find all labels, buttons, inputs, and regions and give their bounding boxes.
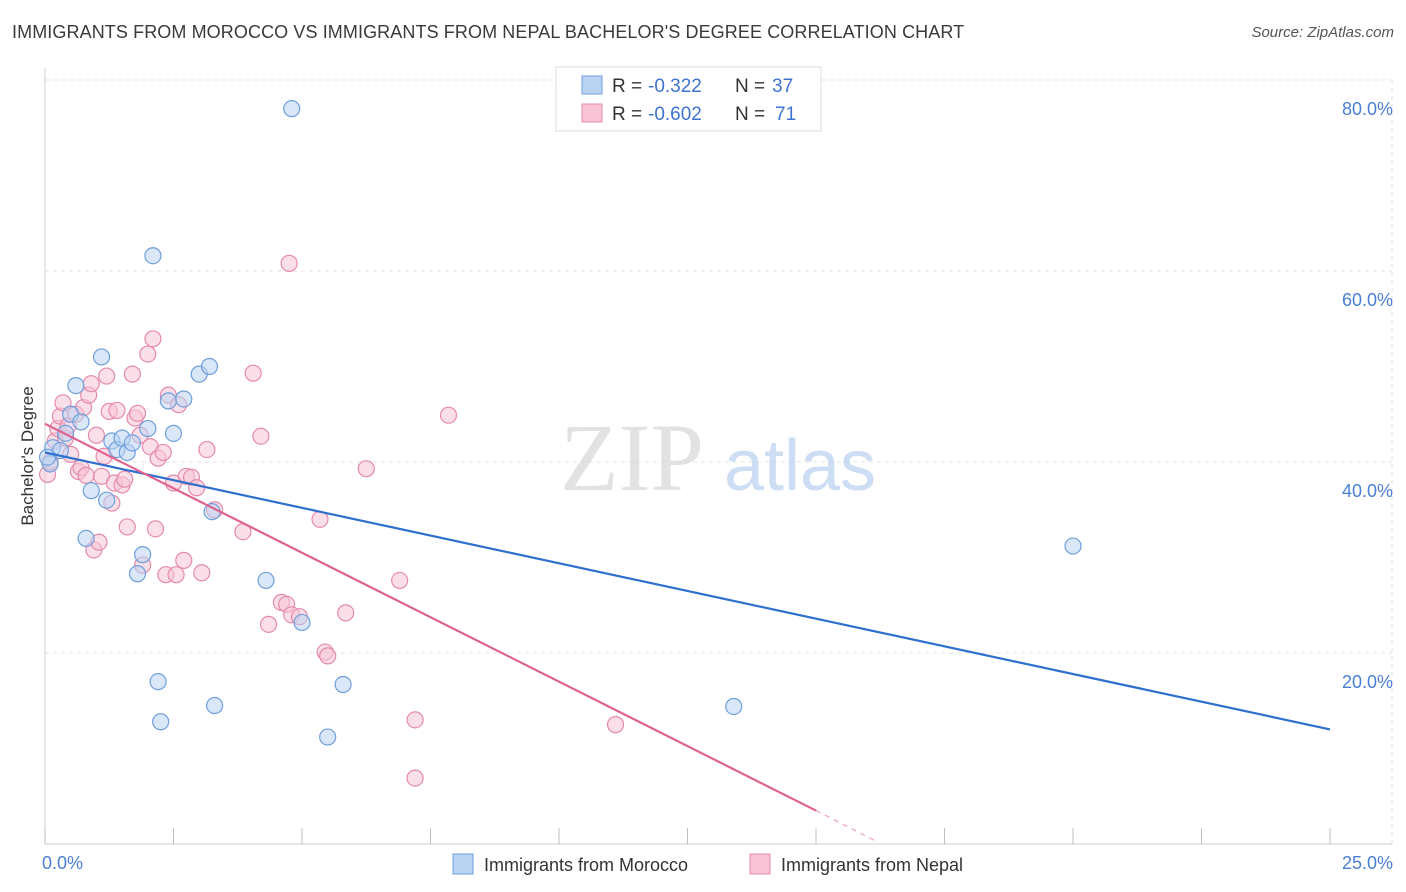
y-axis-label: Bachelor's Degree [18, 386, 37, 525]
x-tick-label-max: 25.0% [1342, 853, 1393, 873]
nepal-point[interactable] [146, 520, 165, 538]
x-tick-label-min: 0.0% [42, 853, 83, 873]
morocco-trend-line [44, 451, 1331, 731]
nepal-point[interactable] [82, 375, 100, 393]
nepal-point[interactable] [108, 401, 126, 420]
nepal-point[interactable] [77, 466, 95, 484]
nepal-point[interactable] [259, 615, 278, 633]
nepal-point[interactable] [337, 604, 355, 622]
morocco-point[interactable] [149, 673, 167, 691]
legend-nepal-label[interactable]: Immigrants from Nepal [781, 855, 963, 875]
grid-layer [45, 79, 1393, 844]
nepal-trend-line [44, 422, 817, 812]
nepal-point[interactable] [139, 345, 157, 363]
nepal-point[interactable] [128, 404, 147, 422]
nepal-point[interactable] [198, 440, 216, 459]
nepal-point[interactable] [87, 426, 106, 444]
stats-nepal-n-label: N = [735, 104, 765, 125]
nepal-point[interactable] [252, 427, 270, 445]
nepal-point[interactable] [406, 711, 424, 729]
morocco-point[interactable] [139, 419, 157, 438]
morocco-point[interactable] [92, 348, 111, 366]
nepal-point[interactable] [193, 564, 211, 582]
nepal-point[interactable] [439, 406, 458, 424]
stats-morocco-n-label: N = [735, 76, 765, 97]
nepal-point[interactable] [118, 518, 136, 536]
nepal-point[interactable] [280, 254, 298, 272]
nepal-point[interactable] [357, 460, 375, 478]
morocco-point[interactable] [67, 377, 85, 395]
morocco-point[interactable] [283, 100, 301, 118]
nepal-trend-extension [815, 810, 878, 843]
legend-nepal-swatch[interactable] [749, 853, 771, 875]
stats-morocco-r-label: R = [612, 76, 642, 97]
axes-layer: 20.0% 40.0% 60.0% 80.0% 0.0% 25.0% [42, 68, 1393, 873]
trend-layer [44, 422, 1331, 843]
nepal-point[interactable] [188, 479, 206, 497]
y-tick-label: 40.0% [1342, 481, 1393, 501]
morocco-point[interactable] [164, 424, 183, 442]
nepal-point[interactable] [98, 367, 116, 385]
stats-morocco-swatch [581, 75, 603, 95]
morocco-point[interactable] [203, 503, 221, 521]
nepal-point[interactable] [406, 769, 424, 787]
morocco-point[interactable] [77, 529, 95, 548]
nepal-point[interactable] [123, 365, 141, 383]
morocco-point[interactable] [319, 728, 337, 746]
stats-morocco-n-value: 37 [772, 76, 793, 97]
watermark-atlas: atlas [724, 426, 876, 506]
nepal-point[interactable] [319, 647, 337, 665]
morocco-point[interactable] [334, 675, 352, 694]
morocco-point[interactable] [1064, 537, 1082, 555]
points-layer [38, 100, 1082, 787]
nepal-point[interactable] [175, 551, 193, 569]
morocco-point[interactable] [725, 697, 743, 716]
nepal-point[interactable] [154, 443, 172, 462]
morocco-point[interactable] [123, 434, 141, 452]
morocco-point[interactable] [293, 613, 311, 632]
stats-nepal-r-label: R = [612, 104, 642, 125]
morocco-point[interactable] [257, 571, 275, 590]
stats-nepal-swatch [581, 103, 603, 123]
legend-morocco-label[interactable]: Immigrants from Morocco [484, 855, 688, 875]
morocco-point[interactable] [152, 713, 170, 731]
stats-morocco-r-value: -0.322 [648, 76, 702, 97]
nepal-point[interactable] [144, 330, 162, 348]
nepal-point[interactable] [244, 364, 262, 382]
nepal-point[interactable] [167, 566, 185, 584]
nepal-point[interactable] [116, 470, 134, 488]
nepal-point[interactable] [606, 716, 625, 734]
stats-box: R = -0.322 N = 37 R = -0.602 N = 71 [555, 66, 822, 132]
morocco-point[interactable] [128, 565, 147, 583]
morocco-point[interactable] [72, 413, 90, 431]
watermark-zip: ZIP [560, 404, 704, 511]
morocco-point[interactable] [38, 448, 57, 466]
y-tick-label: 60.0% [1342, 290, 1393, 310]
morocco-point[interactable] [134, 546, 152, 564]
nepal-point[interactable] [391, 571, 409, 590]
legend-morocco-swatch[interactable] [452, 853, 474, 875]
morocco-point[interactable] [206, 696, 224, 715]
source-credit: Source: ZipAtlas.com [1251, 24, 1394, 41]
morocco-point[interactable] [175, 390, 193, 408]
stats-nepal-r-value: -0.602 [648, 104, 702, 125]
morocco-point[interactable] [200, 357, 219, 376]
morocco-point[interactable] [98, 491, 116, 509]
morocco-point[interactable] [82, 482, 100, 500]
chart-title: IMMIGRANTS FROM MOROCCO VS IMMIGRANTS FR… [12, 22, 965, 42]
y-tick-label: 80.0% [1342, 99, 1393, 119]
morocco-point[interactable] [144, 247, 162, 265]
morocco-point[interactable] [159, 392, 177, 410]
y-tick-label: 20.0% [1342, 672, 1393, 692]
legend: Immigrants from Morocco Immigrants from … [452, 853, 963, 875]
stats-nepal-n-value: 71 [775, 104, 796, 125]
